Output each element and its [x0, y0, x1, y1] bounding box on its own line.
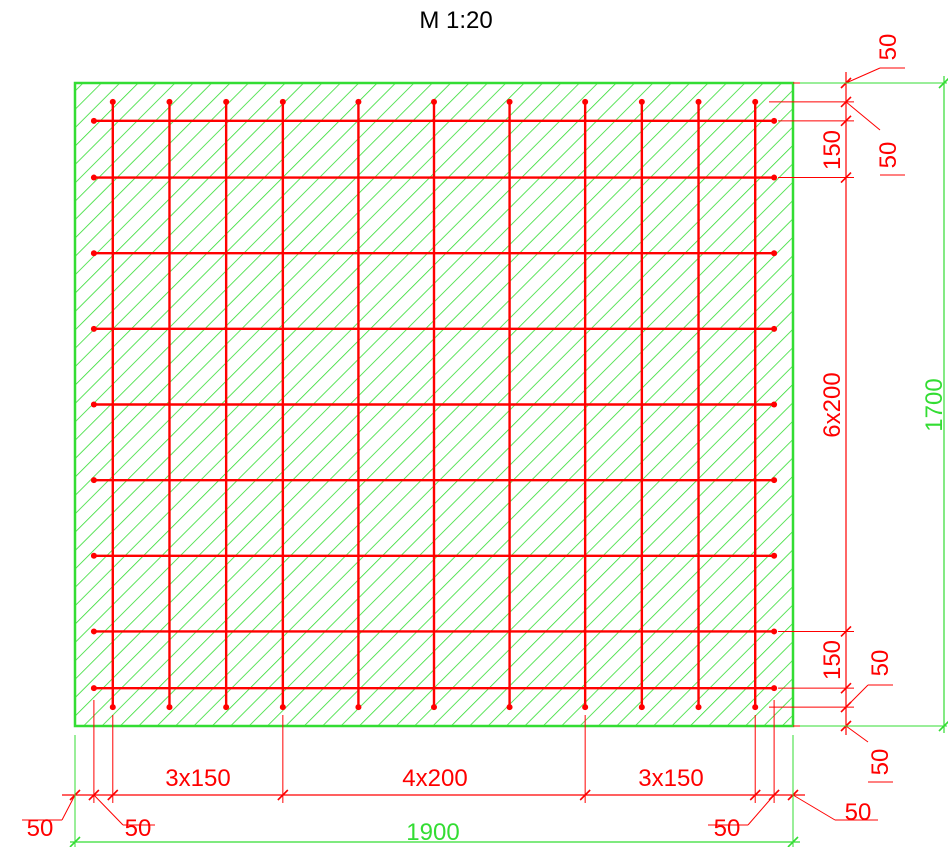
bottom-leader-4 — [792, 794, 836, 821]
horizontal-bar-end-right-3 — [771, 250, 778, 257]
vertical-bar-end-bottom-11 — [752, 704, 759, 711]
vertical-bar-end-bottom-8 — [582, 704, 589, 711]
dim-bottom-total: 1900 — [406, 819, 459, 846]
dim-right-segment-2: 6x200 — [819, 372, 846, 437]
dim-bottom-segment-2: 4x200 — [402, 765, 467, 792]
vertical-bar-end-top-2 — [166, 98, 173, 105]
vertical-bar-end-top-7 — [506, 98, 513, 105]
horizontal-bar-end-right-5 — [771, 401, 778, 408]
vertical-bar-end-top-11 — [752, 98, 759, 105]
vertical-bar-end-bottom-1 — [109, 704, 116, 711]
rebar-dimensions — [22, 67, 905, 826]
horizontal-bar-end-left-9 — [90, 685, 97, 692]
horizontal-bar-end-left-3 — [90, 250, 97, 257]
vertical-bar-end-top-1 — [109, 98, 116, 105]
dim-right-cover-4: 50 — [867, 749, 894, 776]
right-leader-4 — [845, 725, 869, 743]
dim-bottom-segment-1: 3x150 — [165, 765, 230, 792]
rebar-grid — [90, 98, 778, 711]
dim-bottom-segment-3: 3x150 — [638, 765, 703, 792]
slab-dimensions — [69, 76, 948, 847]
horizontal-bar-end-left-8 — [90, 628, 97, 635]
total-width-tick-right — [787, 836, 799, 847]
vertical-bar-end-top-8 — [582, 98, 589, 105]
horizontal-bar-end-right-1 — [771, 117, 778, 124]
dim-bottom-cover-3: 50 — [714, 815, 741, 842]
horizontal-bar-end-left-7 — [90, 552, 97, 559]
horizontal-bar-end-right-2 — [771, 174, 778, 181]
vertical-bar-end-top-5 — [355, 98, 362, 105]
vertical-bar-end-top-6 — [431, 98, 437, 105]
dim-right-total: 1700 — [921, 378, 948, 431]
dim-right-cover-1: 50 — [875, 34, 902, 61]
scale-label: M 1:20 — [419, 7, 492, 34]
right-leader-1 — [845, 67, 881, 84]
vertical-bar-end-bottom-3 — [223, 704, 230, 711]
horizontal-bar-end-left-1 — [90, 117, 97, 124]
vertical-bar-end-bottom-2 — [166, 704, 173, 711]
horizontal-bar-end-right-4 — [771, 325, 778, 332]
dim-bottom-cover-4: 50 — [845, 799, 872, 826]
dim-right-segment-1: 150 — [819, 130, 846, 170]
vertical-bar-end-bottom-4 — [279, 704, 286, 711]
vertical-bar-end-top-3 — [223, 98, 230, 105]
total-height-tick-bottom — [938, 720, 948, 732]
horizontal-bar-end-left-2 — [90, 174, 97, 181]
horizontal-bar-end-left-6 — [90, 477, 97, 484]
bottom-leader-3 — [747, 794, 775, 826]
right-leader-3 — [845, 684, 869, 708]
dim-bottom-cover-1: 50 — [27, 815, 54, 842]
total-width-tick-left — [69, 836, 81, 847]
dim-right-segment-3: 150 — [819, 640, 846, 680]
horizontal-bar-end-right-8 — [771, 628, 778, 635]
horizontal-bar-end-right-6 — [771, 477, 778, 484]
bottom-leader-1 — [61, 794, 76, 821]
vertical-bar-end-top-10 — [695, 98, 702, 105]
dim-right-cover-2: 50 — [875, 142, 902, 169]
vertical-bar-end-bottom-7 — [506, 704, 513, 711]
vertical-bar-end-bottom-6 — [431, 704, 437, 711]
horizontal-bar-end-left-4 — [90, 325, 97, 332]
vertical-bar-end-bottom-10 — [695, 704, 702, 711]
horizontal-bar-end-left-5 — [90, 401, 97, 408]
bottom-leader-2 — [93, 794, 124, 826]
horizontal-bar-end-right-9 — [771, 685, 778, 692]
dim-right-cover-3: 50 — [867, 650, 894, 677]
total-height-tick-top — [938, 77, 948, 89]
vertical-bar-end-top-9 — [638, 98, 645, 105]
right-leader-2 — [845, 101, 881, 131]
vertical-bar-end-bottom-5 — [355, 704, 362, 711]
vertical-bar-end-bottom-9 — [638, 704, 645, 711]
vertical-bar-end-top-4 — [279, 98, 286, 105]
horizontal-bar-end-right-7 — [771, 552, 778, 559]
dim-bottom-cover-2: 50 — [125, 815, 152, 842]
